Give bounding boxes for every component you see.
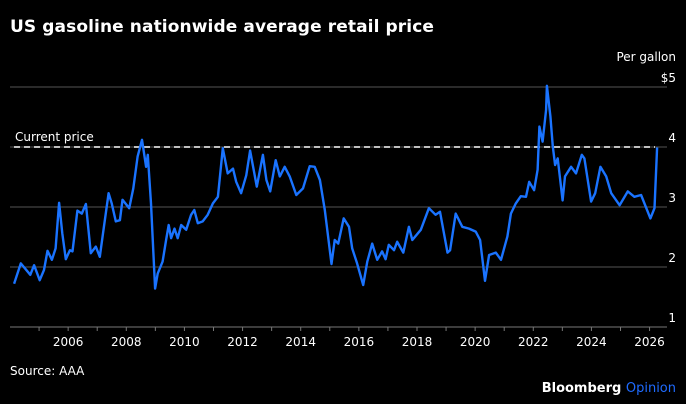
y-tick-label: 2 <box>668 251 676 265</box>
x-tick-label: 2006 <box>53 335 84 349</box>
x-tick-label: 2012 <box>227 335 258 349</box>
x-tick-label: 2022 <box>518 335 549 349</box>
gas-price-series-line <box>12 84 659 290</box>
brand-logo: Bloomberg Opinion <box>542 381 676 396</box>
x-tick-label: 2018 <box>402 335 433 349</box>
y-tick-label: 1 <box>668 311 676 325</box>
y-axis-unit-label: Per gallon <box>616 50 676 64</box>
y-tick-label: 4 <box>668 131 676 145</box>
gridlines <box>10 86 667 328</box>
x-tick-label: 2026 <box>634 335 665 349</box>
x-tick-label: 2008 <box>111 335 142 349</box>
brand-name: Bloomberg <box>541 381 622 396</box>
chart-title: US gasoline nationwide average retail pr… <box>10 17 434 37</box>
x-tick-label: 2010 <box>169 335 200 349</box>
x-tick-label: 2014 <box>285 335 316 349</box>
y-axis-ticks: $5 4 3 2 1 <box>661 71 676 325</box>
source-note: Source: AAA <box>10 364 85 378</box>
x-tick-label: 2020 <box>460 335 491 349</box>
x-tick-label: 2024 <box>576 335 607 349</box>
x-axis: 2006 2008 2010 2012 2014 2016 2018 2020 2022 2024… <box>38 327 665 349</box>
y-tick-label: 3 <box>668 191 676 205</box>
brand-suffix: Opinion <box>625 381 676 396</box>
x-tick-label: 2016 <box>344 335 375 349</box>
current-price-label: Current price <box>15 130 94 144</box>
y-tick-label: $5 <box>661 71 676 85</box>
